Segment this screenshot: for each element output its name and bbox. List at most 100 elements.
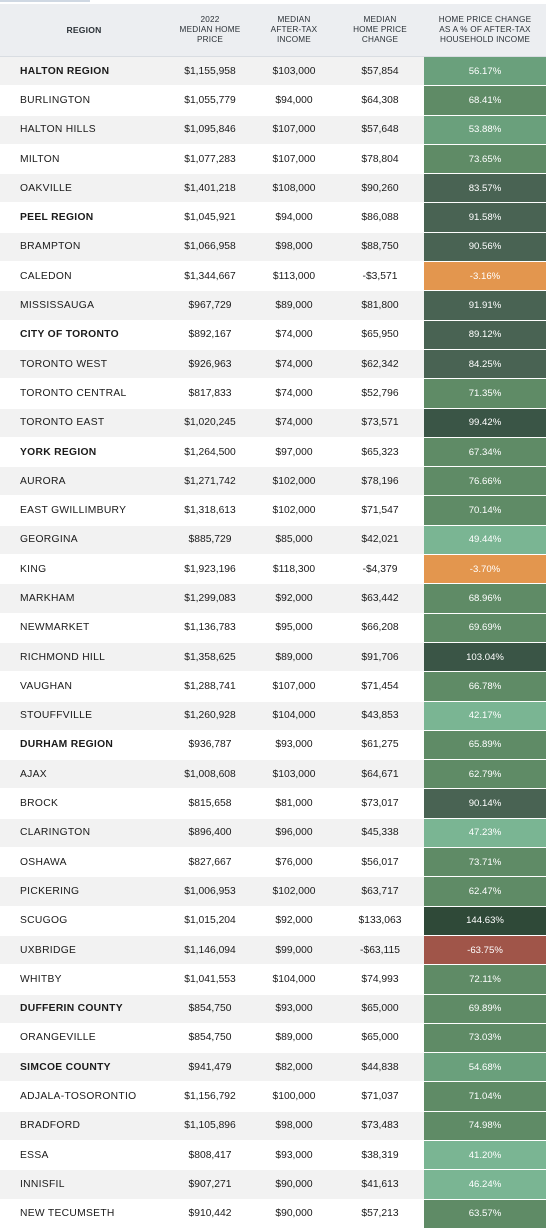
median-after-tax-income-cell: $100,000 bbox=[252, 1081, 336, 1112]
price-change-pct-income-cell: -3.70% bbox=[424, 554, 546, 584]
median-home-price-cell: $815,658 bbox=[168, 788, 252, 819]
price-change-pct-income-cell: 68.96% bbox=[424, 583, 546, 614]
header-price-change-pct-income: HOME PRICE CHANGE AS A % OF AFTER-TAX HO… bbox=[424, 4, 546, 57]
table-row: GEORGINA $885,729 $85,000 $42,021 49.44% bbox=[0, 524, 546, 555]
median-home-price-change-cell: $78,196 bbox=[336, 466, 424, 496]
median-home-price-change-cell: $88,750 bbox=[336, 231, 424, 262]
table-row: BRADFORD $1,105,896 $98,000 $73,483 74.98% bbox=[0, 1110, 546, 1141]
table-row: OAKVILLE $1,401,218 $108,000 $90,260 83.57% bbox=[0, 173, 546, 203]
region-cell: SCUGOG bbox=[0, 905, 168, 936]
median-home-price-change-cell: -$4,379 bbox=[336, 554, 424, 584]
median-after-tax-income-cell: $90,000 bbox=[252, 1198, 336, 1228]
price-change-pct-income-cell: 53.88% bbox=[424, 114, 546, 145]
median-after-tax-income-cell: $74,000 bbox=[252, 378, 336, 409]
median-after-tax-income-cell: $98,000 bbox=[252, 1110, 336, 1141]
median-home-price-change-cell: $45,338 bbox=[336, 817, 424, 848]
price-change-pct-income-cell: 49.44% bbox=[424, 524, 546, 555]
median-home-price-change-cell: $71,454 bbox=[336, 671, 424, 702]
median-after-tax-income-cell: $93,000 bbox=[252, 729, 336, 760]
median-home-price-cell: $896,400 bbox=[168, 817, 252, 848]
median-home-price-change-cell: $57,854 bbox=[336, 55, 424, 86]
top-accent-line bbox=[0, 0, 90, 2]
median-home-price-change-cell: $63,717 bbox=[336, 876, 424, 907]
median-home-price-cell: $1,156,792 bbox=[168, 1081, 252, 1112]
median-home-price-change-cell: $56,017 bbox=[336, 847, 424, 877]
median-home-price-change-cell: $38,319 bbox=[336, 1139, 424, 1170]
price-change-pct-income-cell: 71.35% bbox=[424, 378, 546, 409]
median-after-tax-income-cell: $89,000 bbox=[252, 1022, 336, 1053]
price-change-pct-income-cell: 65.89% bbox=[424, 729, 546, 760]
price-change-pct-income-cell: 54.68% bbox=[424, 1052, 546, 1082]
price-change-pct-income-cell: 74.98% bbox=[424, 1110, 546, 1141]
median-after-tax-income-cell: $94,000 bbox=[252, 202, 336, 233]
median-after-tax-income-cell: $74,000 bbox=[252, 407, 336, 438]
price-change-pct-income-cell: 62.47% bbox=[424, 876, 546, 907]
table-row: WHITBY $1,041,553 $104,000 $74,993 72.11% bbox=[0, 964, 546, 994]
table-row: STOUFFVILLE $1,260,928 $104,000 $43,853 42.1… bbox=[0, 700, 546, 731]
region-cell: VAUGHAN bbox=[0, 671, 168, 702]
median-after-tax-income-cell: $90,000 bbox=[252, 1169, 336, 1200]
table-row: CALEDON $1,344,667 $113,000 -$3,571 -3.16% bbox=[0, 261, 546, 291]
median-home-price-cell: $808,417 bbox=[168, 1139, 252, 1170]
median-home-price-cell: $967,729 bbox=[168, 290, 252, 321]
median-home-price-change-cell: $62,342 bbox=[336, 348, 424, 379]
median-after-tax-income-cell: $107,000 bbox=[252, 143, 336, 174]
median-after-tax-income-cell: $93,000 bbox=[252, 993, 336, 1024]
region-cell: MISSISSAUGA bbox=[0, 290, 168, 321]
region-cell: STOUFFVILLE bbox=[0, 700, 168, 731]
price-change-pct-income-cell: 71.04% bbox=[424, 1081, 546, 1112]
median-home-price-change-cell: $64,671 bbox=[336, 759, 424, 789]
price-change-pct-income-cell: 91.58% bbox=[424, 202, 546, 233]
table-row: AJAX $1,008,608 $103,000 $64,671 62.79% bbox=[0, 759, 546, 789]
table-body: HALTON REGION $1,155,958 $103,000 $57,854 56… bbox=[0, 55, 546, 1228]
median-home-price-change-cell: $73,483 bbox=[336, 1110, 424, 1141]
median-home-price-cell: $1,015,204 bbox=[168, 905, 252, 936]
median-after-tax-income-cell: $103,000 bbox=[252, 759, 336, 789]
price-change-pct-income-cell: 69.89% bbox=[424, 993, 546, 1024]
median-after-tax-income-cell: $104,000 bbox=[252, 700, 336, 731]
median-home-price-change-cell: $133,063 bbox=[336, 905, 424, 936]
price-change-pct-income-cell: 91.91% bbox=[424, 290, 546, 321]
table-header: REGION 2022 MEDIAN HOME PRICE MEDIAN AFT… bbox=[0, 4, 546, 57]
region-cell: NEWMARKET bbox=[0, 612, 168, 643]
table-row: PICKERING $1,006,953 $102,000 $63,717 62.47% bbox=[0, 876, 546, 907]
median-after-tax-income-cell: $93,000 bbox=[252, 1139, 336, 1170]
table-row: UXBRIDGE $1,146,094 $99,000 -$63,115 -63.75% bbox=[0, 934, 546, 965]
median-home-price-cell: $1,146,094 bbox=[168, 934, 252, 965]
table-row: SIMCOE COUNTY $941,479 $82,000 $44,838 54.68… bbox=[0, 1052, 546, 1082]
median-home-price-cell: $910,442 bbox=[168, 1198, 252, 1228]
median-after-tax-income-cell: $76,000 bbox=[252, 847, 336, 877]
region-cell: ADJALA-TOSORONTIO bbox=[0, 1081, 168, 1112]
median-home-price-change-cell: $71,037 bbox=[336, 1081, 424, 1112]
median-home-price-change-cell: $91,706 bbox=[336, 641, 424, 672]
median-after-tax-income-cell: $74,000 bbox=[252, 319, 336, 350]
region-cell: RICHMOND HILL bbox=[0, 641, 168, 672]
median-home-price-cell: $1,260,928 bbox=[168, 700, 252, 731]
median-home-price-cell: $1,344,667 bbox=[168, 261, 252, 291]
region-cell: SIMCOE COUNTY bbox=[0, 1052, 168, 1082]
table-row: BRAMPTON $1,066,958 $98,000 $88,750 90.56% bbox=[0, 231, 546, 262]
region-cell: DURHAM REGION bbox=[0, 729, 168, 760]
median-after-tax-income-cell: $108,000 bbox=[252, 173, 336, 203]
region-cell: BURLINGTON bbox=[0, 85, 168, 116]
median-home-price-cell: $1,318,613 bbox=[168, 495, 252, 526]
median-home-price-change-cell: $73,571 bbox=[336, 407, 424, 438]
region-cell: KING bbox=[0, 554, 168, 584]
region-cell: TORONTO EAST bbox=[0, 407, 168, 438]
table-row: AURORA $1,271,742 $102,000 $78,196 76.66% bbox=[0, 466, 546, 496]
price-change-pct-income-cell: 72.11% bbox=[424, 964, 546, 994]
region-cell: OSHAWA bbox=[0, 847, 168, 877]
price-change-pct-income-cell: 99.42% bbox=[424, 407, 546, 438]
table-row: TORONTO WEST $926,963 $74,000 $62,342 84.25% bbox=[0, 348, 546, 379]
price-change-pct-income-cell: 63.57% bbox=[424, 1198, 546, 1228]
region-cell: AJAX bbox=[0, 759, 168, 789]
median-home-price-cell: $827,667 bbox=[168, 847, 252, 877]
price-change-pct-income-cell: -63.75% bbox=[424, 934, 546, 965]
median-home-price-change-cell: $64,308 bbox=[336, 85, 424, 116]
price-change-pct-income-cell: -3.16% bbox=[424, 261, 546, 291]
median-after-tax-income-cell: $96,000 bbox=[252, 817, 336, 848]
price-change-table: REGION 2022 MEDIAN HOME PRICE MEDIAN AFT… bbox=[0, 4, 546, 1228]
table-row: PEEL REGION $1,045,921 $94,000 $86,088 91.58… bbox=[0, 202, 546, 233]
header-median-after-tax-income: MEDIAN AFTER-TAX INCOME bbox=[252, 4, 336, 57]
